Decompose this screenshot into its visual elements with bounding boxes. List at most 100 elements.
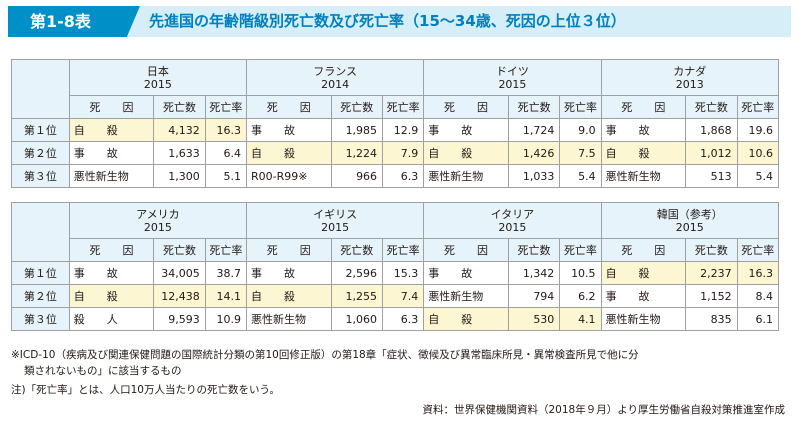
country-header: カナダ 2013 bbox=[600, 59, 780, 96]
cause-cell: 自 殺 bbox=[246, 284, 332, 308]
col-header-deaths: 死亡数 bbox=[507, 238, 561, 262]
deaths-cell: 794 bbox=[507, 284, 561, 308]
country-year: 2015 bbox=[143, 220, 172, 234]
rank-label: 第３位 bbox=[11, 164, 70, 188]
cause-cell: 事 故 bbox=[246, 261, 332, 285]
country-year: 2015 bbox=[498, 77, 527, 91]
rate-cell: 15.3 bbox=[382, 261, 425, 285]
deaths-cell: 4,132 bbox=[153, 118, 206, 142]
rate-cell: 19.6 bbox=[736, 118, 780, 142]
col-header-rate: 死亡率 bbox=[382, 95, 425, 119]
col-header-rate: 死亡率 bbox=[559, 95, 602, 119]
deaths-cell: 1,224 bbox=[330, 141, 384, 165]
table-row: 第２位自 殺 12,438 14.1 自 殺 1,255 7.4 悪性新生物 794 6.2 事 … bbox=[11, 284, 780, 308]
rate-cell: 16.3 bbox=[204, 118, 248, 142]
col-header-deaths: 死亡数 bbox=[685, 95, 738, 119]
deaths-cell: 2,596 bbox=[330, 261, 384, 285]
col-header-rate: 死亡率 bbox=[204, 95, 248, 119]
country-name: アメリカ bbox=[136, 207, 180, 221]
country-header: イギリス 2015 bbox=[245, 202, 425, 239]
rate-cell: 10.9 bbox=[204, 307, 248, 331]
cause-cell: 自 殺 bbox=[423, 307, 509, 331]
corner-cell bbox=[11, 59, 70, 119]
col-header-rate: 死亡率 bbox=[204, 238, 248, 262]
col-header-deaths: 死亡数 bbox=[330, 238, 384, 262]
source-note: 資料：世界保健機関資料（2018年９月）より厚生労働省自殺対策推進室作成 bbox=[422, 404, 785, 416]
rate-cell: 7.4 bbox=[382, 284, 425, 308]
cause-cell: 事 故 bbox=[423, 118, 509, 142]
cause-cell: 事 故 bbox=[246, 118, 332, 142]
country-name: イタリア bbox=[490, 207, 535, 221]
deaths-cell: 34,005 bbox=[153, 261, 206, 285]
rate-cell: 5.1 bbox=[204, 164, 248, 188]
mortality-table-1: 日本 2015 フランス 2014 ドイツ 2015 カナダ 2013 死 因死亡数 死亡率死 因… bbox=[11, 59, 780, 188]
footnote-icd: ※ICD-10（疾病及び関連保健問題の国際統計分類の第10回修正版）の第18章「… bbox=[11, 349, 639, 361]
cause-cell: 悪性新生物 bbox=[68, 164, 155, 188]
rate-cell: 6.3 bbox=[382, 307, 425, 331]
cause-cell: 事 故 bbox=[423, 261, 509, 285]
corner-cell bbox=[11, 202, 70, 262]
country-header: フランス 2014 bbox=[246, 59, 425, 96]
deaths-cell: 513 bbox=[685, 164, 738, 188]
title-bar: 第1-8表 先進国の年齢階級別死亡数及び死亡率（15～34歳、死因の上位３位） bbox=[8, 6, 791, 37]
rate-cell: 5.4 bbox=[559, 164, 602, 188]
country-year: 2015 bbox=[143, 77, 172, 91]
col-header-rate: 死亡率 bbox=[382, 238, 425, 262]
rank-label: 第１位 bbox=[11, 118, 70, 142]
table-row: 第１位事 故 34,005 38.7 事 故 2,596 15.3 事 故 1,342 10.5… bbox=[11, 261, 780, 285]
country-name: イギリス bbox=[313, 207, 358, 221]
table-number-badge: 第1-8表 bbox=[8, 6, 140, 37]
deaths-cell: 1,426 bbox=[507, 141, 561, 165]
rate-cell: 6.4 bbox=[204, 141, 248, 165]
rate-cell: 5.4 bbox=[736, 164, 780, 188]
country-year: 2015 bbox=[498, 220, 527, 234]
rank-label: 第２位 bbox=[11, 141, 70, 165]
rate-cell: 7.9 bbox=[382, 141, 425, 165]
table-row: 第３位 悪性新生物 1,300 5.1 R00-R99※ 966 6.3 悪性新生物 1,033… bbox=[11, 164, 780, 188]
country-name: 韓国（参考） bbox=[656, 207, 723, 221]
rate-cell: 10.5 bbox=[559, 261, 602, 285]
cause-cell: R00-R99※ bbox=[246, 164, 332, 188]
cause-cell: 悪性新生物 bbox=[423, 284, 509, 308]
cause-cell: 悪性新生物 bbox=[600, 307, 687, 331]
col-header-rate: 死亡率 bbox=[736, 95, 780, 119]
deaths-cell: 1,033 bbox=[507, 164, 561, 188]
country-year: 2014 bbox=[321, 77, 350, 91]
rank-label: 第２位 bbox=[11, 284, 70, 308]
deaths-cell: 530 bbox=[507, 307, 561, 331]
country-header: ドイツ 2015 bbox=[423, 59, 602, 96]
country-name: フランス bbox=[313, 64, 358, 78]
rank-label: 第１位 bbox=[11, 261, 70, 285]
table-row: 第１位自 殺 4,132 16.3 事 故 1,985 12.9 事 故 1,724 9.0 事 … bbox=[11, 118, 780, 142]
rank-label: 第３位 bbox=[11, 307, 70, 331]
mortality-table-2: アメリカ 2015 イギリス 2015 イタリア 2015 韓国（参考） 2015 死 因死亡数… bbox=[11, 202, 780, 331]
col-header-deaths: 死亡数 bbox=[685, 238, 738, 262]
rate-cell: 7.5 bbox=[559, 141, 602, 165]
cause-cell: 悪性新生物 bbox=[600, 164, 687, 188]
country-header: 韓国（参考） 2015 bbox=[600, 202, 780, 239]
col-header-cause: 死 因 bbox=[68, 95, 155, 119]
footnote-icd-cont: 類されないもの」に該当するもの bbox=[24, 365, 182, 377]
deaths-cell: 1,060 bbox=[330, 307, 384, 331]
col-header-cause: 死 因 bbox=[246, 95, 332, 119]
rate-cell: 6.1 bbox=[736, 307, 780, 331]
country-year: 2015 bbox=[675, 220, 704, 234]
deaths-cell: 1,300 bbox=[153, 164, 206, 188]
col-header-cause: 死 因 bbox=[246, 238, 332, 262]
cause-cell: 自 殺 bbox=[600, 141, 687, 165]
country-header: イタリア 2015 bbox=[423, 202, 602, 239]
cause-cell: 事 故 bbox=[68, 141, 155, 165]
country-name: ドイツ bbox=[495, 64, 529, 78]
rate-cell: 6.3 bbox=[382, 164, 425, 188]
rate-cell: 16.3 bbox=[736, 261, 780, 285]
deaths-cell: 1,342 bbox=[507, 261, 561, 285]
country-year: 2015 bbox=[321, 220, 350, 234]
deaths-cell: 1,985 bbox=[330, 118, 384, 142]
col-header-cause: 死 因 bbox=[600, 238, 687, 262]
col-header-cause: 死 因 bbox=[600, 95, 687, 119]
col-header-cause: 死 因 bbox=[423, 238, 509, 262]
cause-cell: 殺 人 bbox=[68, 307, 155, 331]
rate-cell: 10.6 bbox=[736, 141, 780, 165]
col-header-deaths: 死亡数 bbox=[507, 95, 561, 119]
